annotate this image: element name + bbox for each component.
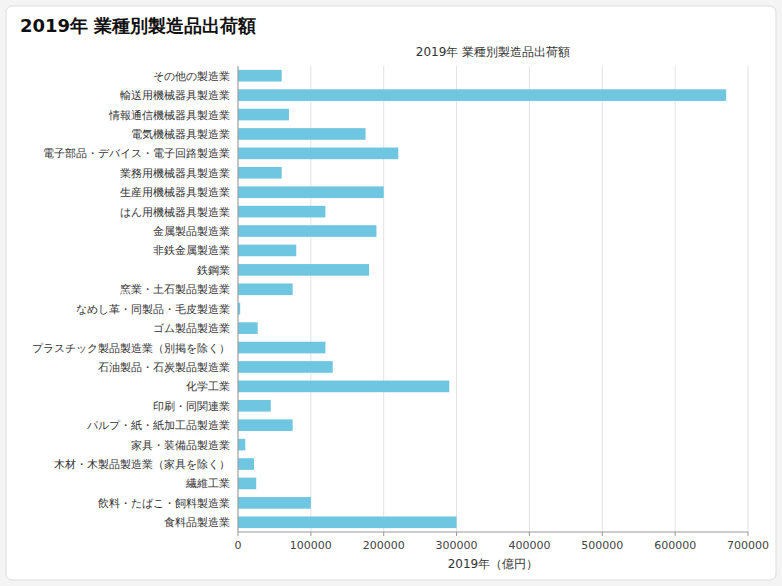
tick-label: 0 (235, 539, 242, 552)
bar (238, 516, 457, 528)
category-label: 非鉄金属製造業 (153, 244, 230, 257)
chart: 2019年 業種別製造品出荷額 2019年 業種別製造品出荷額 0 100000 200… (0, 0, 782, 586)
bar (238, 497, 311, 509)
bar (238, 419, 293, 431)
tick-mark (602, 532, 603, 536)
tick-label: 700000 (727, 539, 769, 552)
category-label: 飲料・たばこ・飼料製造業 (98, 497, 230, 510)
grid-line (238, 66, 239, 532)
category-label: なめし革・同製品・毛皮製造業 (76, 303, 230, 316)
bar (238, 400, 271, 412)
category-label: 業務用機械器具製造業 (120, 167, 230, 180)
subtitle: 2019年 業種別製造品出荷額 (416, 45, 570, 59)
bar (238, 322, 258, 334)
category-label: 鉄鋼業 (197, 264, 230, 277)
tick-mark (310, 532, 311, 536)
category-label: 家具・装備品製造業 (131, 439, 230, 452)
category-label: 石油製品・石炭製品製造業 (98, 361, 230, 374)
tick-mark (675, 532, 676, 536)
category-label: 食料品製造業 (164, 516, 230, 529)
bar (238, 148, 398, 160)
category-label: 繊維工業 (185, 477, 230, 490)
bar (238, 264, 369, 276)
grid-line (748, 66, 749, 532)
category-label: 電気機械器具製造業 (131, 128, 230, 141)
tick-label: 600000 (654, 539, 696, 552)
page: {"chart_data": {"type": "bar", "orientat… (0, 0, 782, 586)
bar (238, 109, 289, 121)
bar (238, 167, 282, 179)
category-label: 生産用機械器具製造業 (120, 186, 230, 199)
bar (238, 342, 325, 354)
tick-label: 200000 (363, 539, 405, 552)
tick-mark (238, 532, 239, 536)
x-axis-label: 2019年（億円） (448, 557, 539, 571)
bar (238, 439, 245, 451)
bar (238, 206, 325, 218)
bar (238, 381, 449, 393)
category-label: はん用機械器具製造業 (120, 206, 230, 219)
category-label: 化学工業 (186, 380, 230, 393)
title: 2019年 業種別製造品出荷額 (20, 15, 256, 36)
bar (238, 283, 293, 295)
tick-label: 100000 (290, 539, 332, 552)
bar (238, 70, 282, 82)
grid-line (675, 66, 676, 532)
grid-line (529, 66, 530, 532)
tick-label: 500000 (581, 539, 623, 552)
tick-mark (383, 532, 384, 536)
category-label: 木材・木製品製造業（家具を除く） (54, 458, 230, 471)
bar (238, 361, 333, 373)
grid-line (383, 66, 384, 532)
category-label: 窯業・土石製品製造業 (120, 283, 230, 296)
category-label: ゴム製品製造業 (153, 322, 230, 335)
y-labels: その他の製造業輸送用機械器具製造業情報通信機械器具製造業電気機械器具製造業電子部… (32, 70, 230, 530)
bar (238, 225, 376, 237)
x-ticks: 0 100000 200000 300000 400000 500000 600000 700… (235, 532, 770, 552)
y-axis-line (238, 66, 239, 532)
category-label: その他の製造業 (153, 70, 230, 83)
bar (238, 458, 254, 470)
category-label: 情報通信機械器具製造業 (108, 109, 230, 122)
bars (238, 70, 726, 528)
tick-mark (456, 532, 457, 536)
category-label: 輸送用機械器具製造業 (120, 89, 230, 102)
category-label: パルプ・紙・紙加工品製造業 (86, 419, 230, 432)
category-label: 電子部品・デバイス・電子回路製造業 (43, 147, 230, 160)
tick-label: 400000 (508, 539, 550, 552)
bar (238, 186, 384, 198)
tick-mark (748, 532, 749, 536)
category-label: 金属製品製造業 (153, 225, 230, 238)
card (6, 6, 776, 580)
grid (238, 66, 748, 532)
tick-label: 300000 (436, 539, 478, 552)
grid-line (602, 66, 603, 532)
grid-line (456, 66, 457, 532)
category-label: 印刷・同関連業 (153, 400, 230, 413)
tick-mark (529, 532, 530, 536)
x-axis-line (238, 532, 748, 533)
bar (238, 128, 366, 140)
bar (238, 245, 296, 257)
bar (238, 89, 726, 101)
bar (238, 478, 256, 490)
category-label: プラスチック製品製造業（別掲を除く） (32, 342, 230, 355)
